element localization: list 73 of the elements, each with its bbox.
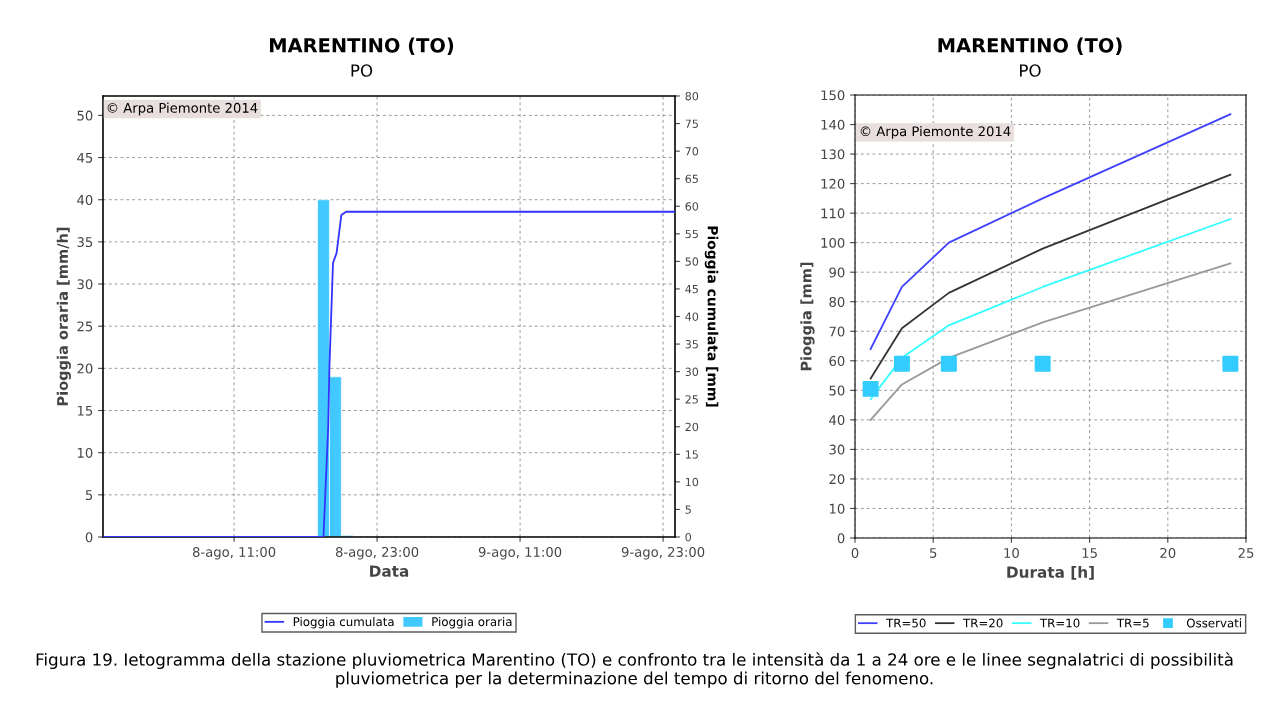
y-tick-label: 70 xyxy=(829,326,845,337)
y-tick-label: 130 xyxy=(821,149,845,160)
y2-tick-label: 30 xyxy=(685,367,699,376)
x-axis-title: Durata [h] xyxy=(1007,566,1094,580)
y2-tick-label: 50 xyxy=(685,257,699,266)
legend-label: TR=50 xyxy=(886,618,926,628)
y-tick-label: 110 xyxy=(821,208,845,219)
y-tick-label: 80 xyxy=(829,296,845,307)
legend-label: TR=20 xyxy=(962,618,1003,628)
y2-tick-label: 40 xyxy=(685,312,699,321)
x-tick-label: 0 xyxy=(851,547,859,558)
y-tick-label: 40 xyxy=(77,194,93,205)
y-tick-label: 50 xyxy=(77,110,93,121)
y-tick-label: 45 xyxy=(77,152,93,163)
y-tick-label: 120 xyxy=(821,178,845,189)
annotation: © Arpa Piemonte 2014 xyxy=(860,126,1011,139)
y-axis-title: Pioggia [mm] xyxy=(800,262,815,371)
x-tick-label: 8-ago, 23:00 xyxy=(335,546,419,560)
y-tick-label: 30 xyxy=(77,279,93,290)
y2-tick-label: 60 xyxy=(685,202,699,211)
y-tick-label: 60 xyxy=(829,356,845,366)
x-tick-label: 9-ago, 11:00 xyxy=(478,546,562,560)
y2-tick-label: 0 xyxy=(685,532,692,542)
y-tick-label: 30 xyxy=(829,444,845,455)
y2-tick-label: 70 xyxy=(685,147,699,156)
y2-axis-title: Pioggia cumulata [mm] xyxy=(704,226,719,407)
y-tick-label: 15 xyxy=(77,405,93,416)
y2-tick-label: 10 xyxy=(685,477,699,487)
y2-tick-label: 20 xyxy=(685,422,699,432)
legend-label: TR=10 xyxy=(1039,618,1080,628)
y-tick-label: 40 xyxy=(829,415,845,426)
y-tick-label: 5 xyxy=(85,490,93,501)
y2-tick-label: 25 xyxy=(685,395,698,404)
x-tick-label: 8-ago, 11:00 xyxy=(192,546,276,560)
x-tick-label: 10 xyxy=(1004,547,1019,558)
x-tick-label: 9-ago, 23:00 xyxy=(621,546,705,560)
y-tick-label: 140 xyxy=(821,119,845,130)
y2-tick-label: 15 xyxy=(685,450,698,459)
x-tick-label: 5 xyxy=(930,548,937,558)
legend-label: Osservati xyxy=(1186,618,1241,628)
y-tick-label: 20 xyxy=(829,474,845,485)
y-tick-label: 0 xyxy=(837,533,845,544)
chart-title: MARENTINO (TO) xyxy=(938,37,1122,55)
y-tick-label: 20 xyxy=(77,363,93,374)
y2-tick-label: 55 xyxy=(685,229,698,239)
y2-tick-label: 45 xyxy=(685,285,698,294)
y2-tick-label: 35 xyxy=(685,340,698,349)
y-tick-label: 35 xyxy=(77,237,93,248)
y-tick-label: 90 xyxy=(829,267,845,278)
y2-tick-label: 80 xyxy=(685,91,699,101)
y-tick-label: 10 xyxy=(77,447,93,458)
y-tick-label: 25 xyxy=(77,321,93,332)
x-tick-label: 20 xyxy=(1160,547,1176,558)
y2-tick-label: 5 xyxy=(685,505,691,514)
y-tick-label: 150 xyxy=(821,90,845,101)
text: Figura 19. Ietogramma della stazione pluviometrica Marentino (TO) e confronto tra le intensità da 1 a 24 ore e le linee segnalatrici di possibilità pluviometrica per la determinazione del tempo di ritorno del fenomeno. xyxy=(36,652,1233,688)
x-tick-label: 15 xyxy=(1082,548,1097,558)
y-tick-label: 50 xyxy=(829,385,845,396)
legend-label: Pioggia oraria xyxy=(432,617,512,629)
chart-title: MARENTINO (TO) xyxy=(270,37,454,55)
x-axis-title: Data xyxy=(370,565,409,577)
y-tick-label: 0 xyxy=(85,532,93,543)
x-tick-label: 25 xyxy=(1238,547,1254,558)
chart-subtitle: PO xyxy=(351,64,373,77)
chart-subtitle: PO xyxy=(1020,64,1041,77)
y2-tick-label: 65 xyxy=(685,174,698,184)
y-tick-label: 10 xyxy=(829,503,845,514)
legend-label: TR=5 xyxy=(1116,618,1149,628)
y2-tick-label: 75 xyxy=(685,119,698,128)
legend-label: Pioggia cumulata xyxy=(293,617,394,629)
annotation: © Arpa Piemonte 2014 xyxy=(107,102,258,116)
y-axis-title: Pioggia oraria [mm/h] xyxy=(56,227,71,406)
y-tick-label: 100 xyxy=(821,237,845,248)
